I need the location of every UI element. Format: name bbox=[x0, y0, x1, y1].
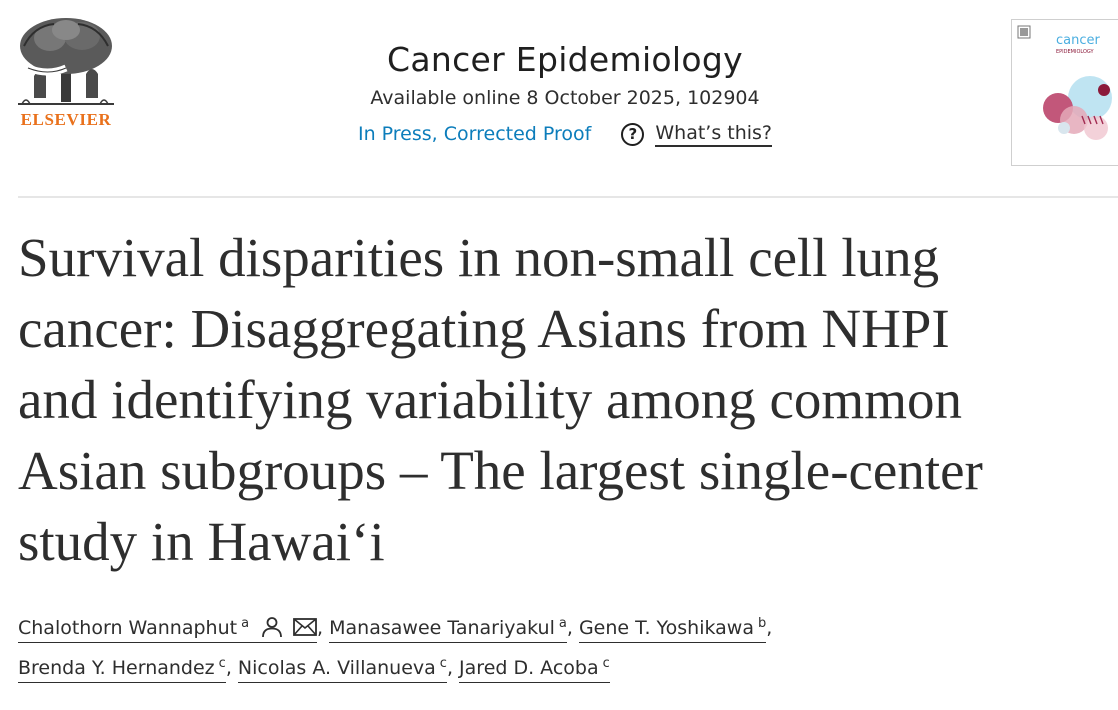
author-link[interactable]: Nicolas A. Villanueva c bbox=[237, 655, 447, 683]
article-title: Survival disparities in non-small cell l… bbox=[18, 222, 1113, 577]
affiliation-marker: a bbox=[558, 616, 567, 631]
author-name: Brenda Y. Hernandez bbox=[18, 657, 215, 679]
affiliation-marker: b bbox=[757, 616, 767, 631]
separator: , bbox=[446, 657, 453, 679]
journal-header: Cancer Epidemiology Available online 8 O… bbox=[230, 38, 900, 148]
whats-this-link[interactable]: What’s this? bbox=[655, 121, 773, 147]
title-line: Survival disparities in non-small cell l… bbox=[18, 227, 940, 288]
question-circle-icon[interactable]: ? bbox=[621, 122, 645, 146]
author-name: Nicolas A. Villanueva bbox=[237, 657, 436, 679]
separator: , bbox=[566, 617, 573, 639]
author-name: Chalothorn Wannaphut bbox=[18, 617, 238, 639]
author-link[interactable]: Brenda Y. Hernandez c bbox=[18, 655, 226, 683]
separator: , bbox=[225, 657, 232, 679]
availability-date: Available online 8 October 2025, 102904 bbox=[370, 87, 760, 109]
author-name: Jared D. Acoba bbox=[459, 657, 599, 679]
header-divider bbox=[18, 196, 1118, 198]
journal-title[interactable]: Cancer Epidemiology bbox=[387, 40, 743, 79]
cover-art: cancer EPIDEMIOLOGY bbox=[1017, 25, 1112, 140]
envelope-icon bbox=[293, 617, 317, 636]
in-press-link[interactable]: In Press, Corrected Proof bbox=[357, 123, 592, 145]
elsevier-tree-logo-icon bbox=[18, 18, 114, 105]
author-name: Manasawee Tanariyakul bbox=[329, 617, 555, 639]
affiliation-marker: c bbox=[439, 656, 447, 671]
author-link[interactable]: Gene T. Yoshikawa b bbox=[578, 615, 767, 643]
title-line: and identifying variability among common bbox=[18, 369, 962, 430]
title-line: study in Hawai‘i bbox=[18, 511, 385, 572]
author-link[interactable]: Jared D. Acoba c bbox=[459, 655, 610, 683]
elsevier-logo[interactable]: ELSEVIER bbox=[14, 16, 118, 134]
affiliation-marker: c bbox=[602, 656, 610, 671]
article-status-row: In Press, Corrected Proof ? What’s this? bbox=[230, 120, 900, 148]
affiliation-marker: c bbox=[218, 656, 226, 671]
author-link[interactable]: Chalothorn Wannaphut a bbox=[18, 615, 318, 643]
publisher-name: ELSEVIER bbox=[20, 110, 112, 129]
affiliation-marker: a bbox=[241, 616, 250, 631]
author-list: Chalothorn Wannaphut a, Manasawee Tanariy… bbox=[18, 608, 1108, 688]
separator: , bbox=[317, 617, 324, 639]
title-line: Asian subgroups – The largest single-cen… bbox=[18, 440, 983, 501]
title-line: cancer: Disaggregating Asians from NHPI bbox=[18, 298, 950, 359]
cover-title-line1: cancer bbox=[1056, 33, 1100, 48]
author-name: Gene T. Yoshikawa bbox=[578, 617, 754, 639]
cover-title-line2: EPIDEMIOLOGY bbox=[1056, 49, 1095, 55]
separator: , bbox=[766, 617, 773, 639]
author-link[interactable]: Manasawee Tanariyakul a bbox=[329, 615, 567, 643]
journal-cover-thumbnail[interactable]: cancer EPIDEMIOLOGY bbox=[1011, 19, 1118, 166]
person-icon bbox=[261, 616, 283, 638]
